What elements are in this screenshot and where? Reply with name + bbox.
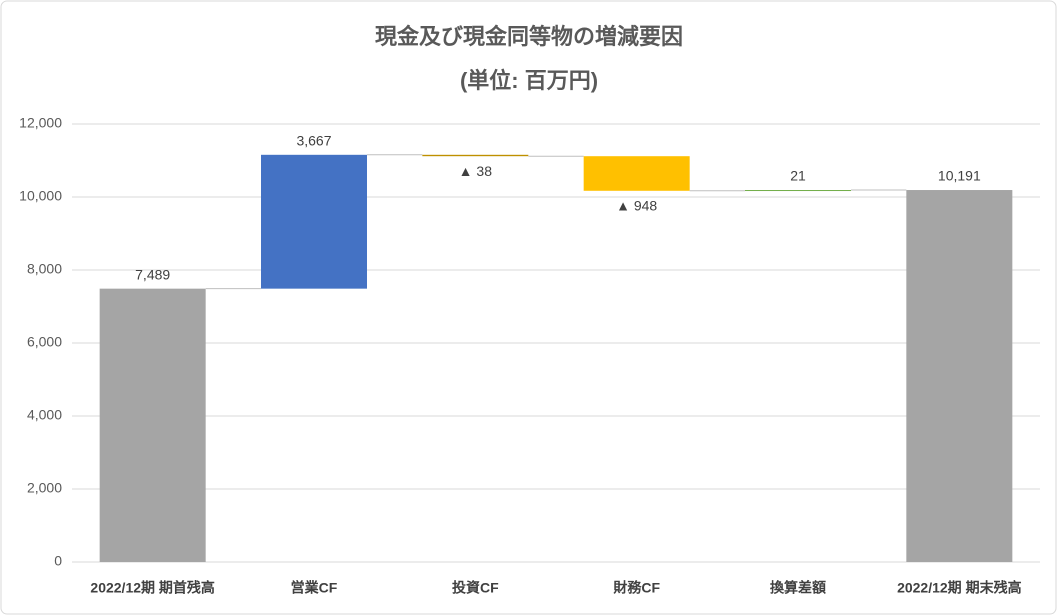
x-tick-label: 営業CF bbox=[291, 580, 338, 596]
x-tick-label: 2022/12期 期首残高 bbox=[90, 580, 215, 596]
data-label: 21 bbox=[790, 168, 806, 184]
bar bbox=[745, 190, 851, 192]
chart-title: 現金及び現金同等物の増減要因 bbox=[375, 24, 683, 49]
y-tick-label: 2,000 bbox=[27, 480, 62, 496]
bar bbox=[583, 156, 690, 191]
y-tick-label: 6,000 bbox=[27, 334, 62, 350]
x-tick-label: 2022/12期 期末残高 bbox=[897, 580, 1022, 596]
x-tick-label: 財務CF bbox=[612, 580, 660, 596]
data-label: 10,191 bbox=[938, 168, 981, 184]
y-tick-label: 4,000 bbox=[27, 407, 62, 423]
data-label: 3,667 bbox=[296, 133, 331, 149]
bar bbox=[422, 154, 529, 157]
bar bbox=[99, 288, 206, 562]
data-label: ▲ 38 bbox=[459, 163, 493, 179]
bar bbox=[261, 154, 367, 289]
x-tick-label: 換算差額 bbox=[770, 580, 826, 596]
x-tick-label: 投資CF bbox=[452, 580, 499, 596]
y-tick-label: 12,000 bbox=[19, 115, 62, 131]
data-label: 7,489 bbox=[135, 266, 170, 282]
y-tick-label: 10,000 bbox=[19, 188, 62, 204]
chart-subtitle: (単位: 百万円) bbox=[460, 68, 598, 93]
y-tick-label: 8,000 bbox=[27, 261, 62, 277]
y-tick-label: 0 bbox=[54, 553, 62, 569]
bar bbox=[906, 190, 1013, 562]
data-label: ▲ 948 bbox=[616, 197, 657, 213]
